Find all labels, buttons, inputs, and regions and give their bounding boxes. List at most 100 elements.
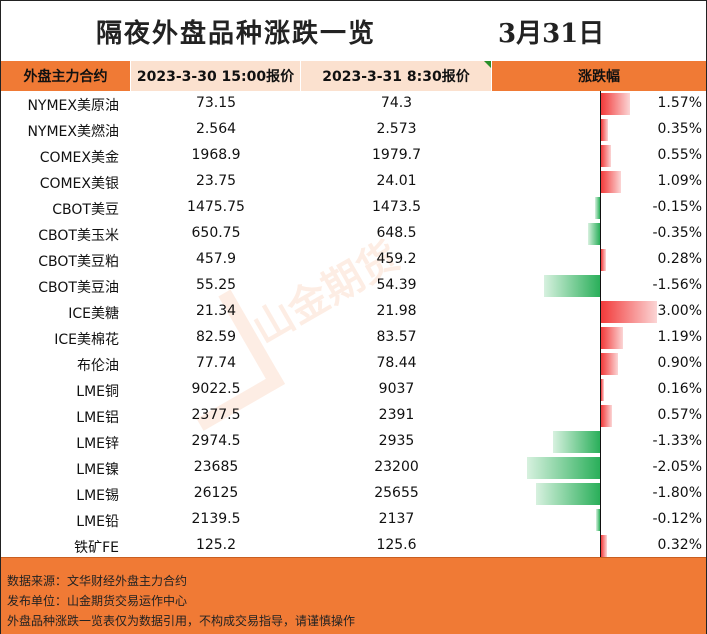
table-row: NYMEX美原油 73.15 74.3 1.57% <box>1 91 706 117</box>
contract-name: NYMEX美燃油 <box>27 124 119 140</box>
price-prev: 26125 <box>193 485 239 501</box>
change-bar <box>601 119 608 141</box>
header-price2: 2023-3-31 8:30报价 <box>301 61 492 91</box>
price-prev: 23685 <box>193 459 239 475</box>
table-row: LME铅 2139.5 2137 -0.12% <box>1 507 706 533</box>
table-row: CBOT美豆 1475.75 1473.5 -0.15% <box>1 195 706 221</box>
change-bar <box>601 171 622 193</box>
change-pct: 0.32% <box>657 537 702 553</box>
contract-name: COMEX美银 <box>39 176 119 192</box>
contract-name: CBOT美玉米 <box>38 228 119 244</box>
price-prev: 2974.5 <box>191 433 241 449</box>
price-prev: 73.15 <box>195 95 237 111</box>
header-contract: 外盘主力合约 <box>1 61 131 91</box>
contract-name: 布伦油 <box>77 358 119 374</box>
contract-name: LME铝 <box>76 410 119 426</box>
price-now: 648.5 <box>376 225 417 241</box>
contract-name: 铁矿FE <box>74 540 119 556</box>
table-row: ICE美糖 21.34 21.98 3.00% <box>1 299 706 325</box>
table-row: LME锡 26125 25655 -1.80% <box>1 481 706 507</box>
price-now: 2.573 <box>376 121 417 137</box>
price-now: 83.57 <box>376 329 417 345</box>
change-bar <box>601 353 618 375</box>
price-prev: 82.59 <box>195 329 237 345</box>
price-now: 78.44 <box>376 355 417 371</box>
price-prev: 2.564 <box>195 121 237 137</box>
contract-name: NYMEX美原油 <box>27 98 119 114</box>
contract-name: LME铜 <box>76 384 119 400</box>
price-now: 54.39 <box>376 277 417 293</box>
change-pct: 0.57% <box>657 407 702 423</box>
footer-disclaimer: 外盘品种涨跌一览表仅为数据引用，不构成交易指导，请谨慎操作 <box>7 614 356 628</box>
table-row: LME镍 23685 23200 -2.05% <box>1 455 706 481</box>
change-bar <box>601 301 657 323</box>
cell-comment-marker-icon <box>484 61 491 68</box>
price-prev: 457.9 <box>195 251 237 267</box>
table-row: 布伦油 77.74 78.44 0.90% <box>1 351 706 377</box>
table-row: COMEX美金 1968.9 1979.7 0.55% <box>1 143 706 169</box>
contract-name: COMEX美金 <box>39 150 119 166</box>
change-bar <box>527 457 600 479</box>
header-change: 涨跌幅 <box>492 61 706 91</box>
change-pct: -1.56% <box>652 277 702 293</box>
change-bar <box>544 275 600 297</box>
change-bar <box>601 249 607 271</box>
change-bar <box>601 535 607 557</box>
footer-source: 数据来源：文华财经外盘主力合约 <box>7 574 188 588</box>
contract-name: CBOT美豆 <box>52 202 119 218</box>
price-now: 74.3 <box>380 95 413 111</box>
report-date: 3月31日 <box>498 19 605 49</box>
change-bar <box>594 197 600 219</box>
footer: 数据来源：文华财经外盘主力合约 发布单位：山金期货交易运作中心 外盘品种涨跌一览… <box>1 557 706 634</box>
table-row: LME锌 2974.5 2935 -1.33% <box>1 429 706 455</box>
change-pct: -1.80% <box>652 485 702 501</box>
change-bar <box>601 327 624 349</box>
contract-name: ICE美棉花 <box>54 332 119 348</box>
contract-name: ICE美糖 <box>68 306 119 322</box>
change-pct: -1.33% <box>652 433 702 449</box>
price-now: 24.01 <box>376 173 417 189</box>
change-pct: 3.00% <box>657 303 702 319</box>
price-prev: 9022.5 <box>191 381 241 397</box>
price-now: 9037 <box>378 381 415 397</box>
price-prev: 77.74 <box>195 355 237 371</box>
table-row: NYMEX美燃油 2.564 2.573 0.35% <box>1 117 706 143</box>
change-pct: 0.90% <box>657 355 702 371</box>
price-prev: 1475.75 <box>187 199 245 215</box>
change-bar <box>601 405 612 427</box>
change-pct: 0.16% <box>657 381 702 397</box>
price-prev: 650.75 <box>191 225 241 241</box>
change-pct: -0.35% <box>652 225 702 241</box>
price-prev: 55.25 <box>195 277 237 293</box>
change-pct: 1.09% <box>657 173 702 189</box>
bar-axis <box>600 91 601 557</box>
table-header: 外盘主力合约 2023-3-30 15:00报价 2023-3-31 8:30报… <box>1 61 706 91</box>
price-now: 459.2 <box>376 251 417 267</box>
change-bar <box>552 431 600 453</box>
change-pct: -0.15% <box>652 199 702 215</box>
page-title: 隔夜外盘品种涨跌一览 <box>96 19 377 49</box>
change-pct: 0.35% <box>657 121 702 137</box>
change-bar <box>595 509 600 531</box>
change-pct: -2.05% <box>652 459 702 475</box>
price-prev: 125.2 <box>195 537 237 553</box>
change-bar <box>535 483 600 505</box>
change-pct: 1.19% <box>657 329 702 345</box>
change-bar <box>587 223 600 245</box>
contract-name: LME锡 <box>76 488 119 504</box>
table-row: LME铝 2377.5 2391 0.57% <box>1 403 706 429</box>
price-prev: 2377.5 <box>191 407 241 423</box>
price-now: 1979.7 <box>372 147 421 163</box>
table-row: CBOT美玉米 650.75 648.5 -0.35% <box>1 221 706 247</box>
contract-name: CBOT美豆油 <box>38 280 119 296</box>
table-row: 铁矿FE 125.2 125.6 0.32% <box>1 533 706 559</box>
price-prev: 21.34 <box>195 303 237 319</box>
price-now: 2935 <box>378 433 415 449</box>
price-prev: 23.75 <box>195 173 237 189</box>
table-row: LME铜 9022.5 9037 0.16% <box>1 377 706 403</box>
table-row: COMEX美银 23.75 24.01 1.09% <box>1 169 706 195</box>
table-row: CBOT美豆油 55.25 54.39 -1.56% <box>1 273 706 299</box>
header-price1: 2023-3-30 15:00报价 <box>131 61 301 91</box>
change-pct: 0.55% <box>657 147 702 163</box>
